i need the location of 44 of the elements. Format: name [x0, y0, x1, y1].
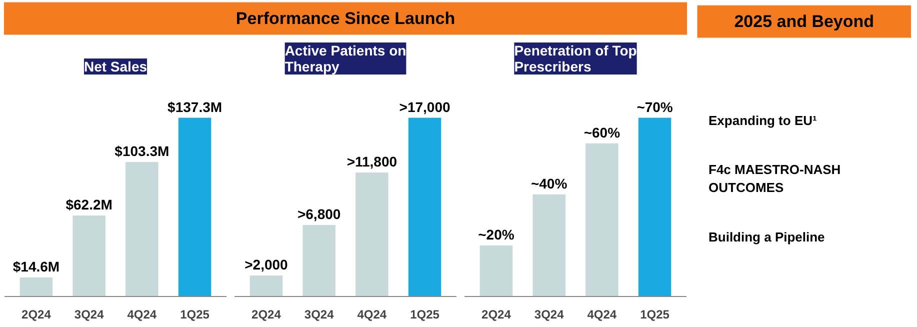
bar: [356, 172, 388, 296]
bar: [408, 118, 442, 296]
bar: [586, 143, 618, 296]
text: Performance Since Launch: [236, 9, 456, 28]
x-tick-label: 3Q24: [74, 308, 104, 322]
bar: [20, 278, 53, 296]
x-tick-label: 4Q24: [357, 308, 387, 322]
data-label: $14.6M: [12, 258, 60, 274]
data-label: >17,000: [399, 98, 450, 115]
data-label: $103.3M: [114, 143, 170, 160]
x-tick-label: 3Q24: [534, 308, 564, 322]
x-tick-label: 3Q24: [304, 308, 334, 322]
x-tick-label: 4Q24: [587, 308, 617, 322]
x-tick-label: 1Q25: [180, 308, 210, 322]
x-tick-label: 2Q24: [252, 308, 282, 322]
data-label: $137.3M: [168, 98, 222, 115]
data-label: >2,000: [244, 256, 288, 272]
text: 2025 and Beyond: [734, 12, 874, 32]
bar: [638, 118, 672, 296]
x-tick-label: 2Q24: [22, 308, 52, 322]
chart-title: Penetration of Top Prescribers: [514, 42, 637, 74]
data-label: ~60%: [584, 124, 621, 140]
chart-title: Net Sales: [84, 58, 148, 74]
data-label: ~20%: [478, 226, 515, 242]
chart-title: Active Patients on Therapy: [284, 42, 406, 74]
data-label: ~70%: [636, 98, 674, 115]
data-label: >6,800: [297, 206, 341, 222]
text: Building a Pipeline: [708, 230, 825, 245]
text: F4c MAESTRO-NASH OUTCOMES: [708, 162, 841, 196]
bar: [72, 216, 106, 296]
bar: [126, 162, 158, 296]
data-label: ~40%: [530, 175, 568, 192]
bar: [250, 275, 283, 296]
data-label: $62.2M: [66, 196, 112, 213]
data-label: >11,800: [346, 153, 398, 170]
text: Expanding to EU¹: [708, 112, 817, 128]
x-tick-label: 4Q24: [127, 308, 157, 322]
bar: [302, 225, 336, 296]
bar: [480, 245, 513, 296]
x-tick-label: 2Q24: [482, 308, 512, 322]
x-tick-label: 1Q25: [410, 308, 440, 322]
bar: [178, 118, 212, 296]
bar: [532, 194, 566, 296]
x-tick-label: 1Q25: [640, 308, 670, 322]
